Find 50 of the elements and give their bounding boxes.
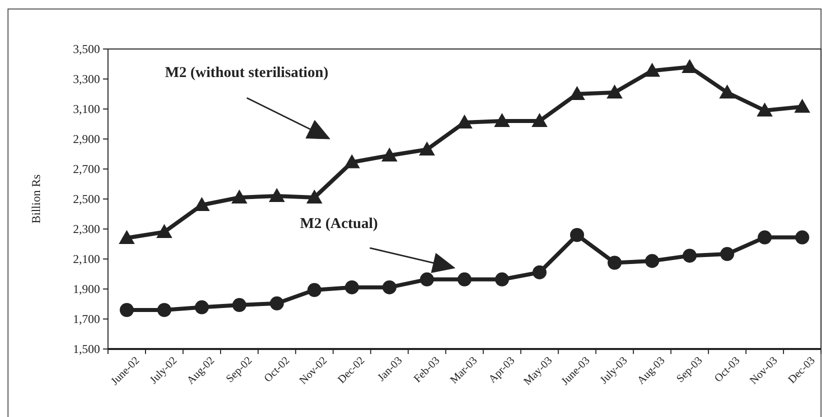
point bbox=[344, 154, 360, 168]
point bbox=[270, 296, 284, 310]
annotation: M2 (Actual) bbox=[300, 216, 378, 232]
point bbox=[268, 188, 285, 202]
point bbox=[420, 272, 434, 286]
point bbox=[382, 280, 396, 294]
point bbox=[494, 113, 510, 127]
point bbox=[645, 254, 660, 268]
point bbox=[532, 113, 548, 127]
point bbox=[682, 248, 697, 263]
point bbox=[720, 247, 734, 262]
point bbox=[458, 272, 472, 286]
point bbox=[608, 256, 622, 270]
point bbox=[231, 190, 248, 204]
y-tick-label: 2,900 bbox=[73, 132, 100, 146]
point bbox=[157, 303, 172, 317]
point bbox=[118, 230, 135, 244]
point bbox=[569, 86, 586, 100]
point bbox=[306, 190, 322, 204]
point bbox=[381, 148, 398, 162]
point bbox=[418, 142, 435, 156]
point bbox=[156, 224, 172, 238]
y-tick-label: 1,500 bbox=[73, 342, 100, 356]
y-tick-label: 2,100 bbox=[73, 252, 100, 266]
point bbox=[495, 272, 510, 286]
point bbox=[606, 84, 623, 98]
point bbox=[794, 98, 810, 113]
y-tick-label: 2,700 bbox=[73, 162, 100, 176]
y-tick-label: 3,500 bbox=[73, 42, 100, 56]
point bbox=[194, 300, 209, 314]
point bbox=[719, 84, 736, 98]
point bbox=[456, 114, 472, 128]
y-tick-label: 1,700 bbox=[73, 312, 100, 326]
point bbox=[795, 230, 810, 244]
point bbox=[570, 228, 584, 242]
point bbox=[758, 230, 772, 244]
point bbox=[120, 303, 134, 317]
point bbox=[344, 280, 359, 294]
point bbox=[232, 298, 246, 312]
point bbox=[307, 283, 322, 298]
y-tick-label: 3,300 bbox=[73, 72, 100, 86]
y-tick-label: 1,900 bbox=[73, 282, 100, 296]
y-tick-label: 2,300 bbox=[73, 222, 100, 236]
point bbox=[532, 265, 547, 280]
y-axis-title: Billion Rs bbox=[29, 174, 43, 224]
annotation: M2 (without sterilisation) bbox=[165, 65, 328, 81]
point bbox=[644, 62, 660, 77]
point bbox=[756, 102, 773, 116]
y-tick-label: 3,100 bbox=[73, 102, 100, 116]
y-tick-label: 2,500 bbox=[73, 192, 100, 206]
